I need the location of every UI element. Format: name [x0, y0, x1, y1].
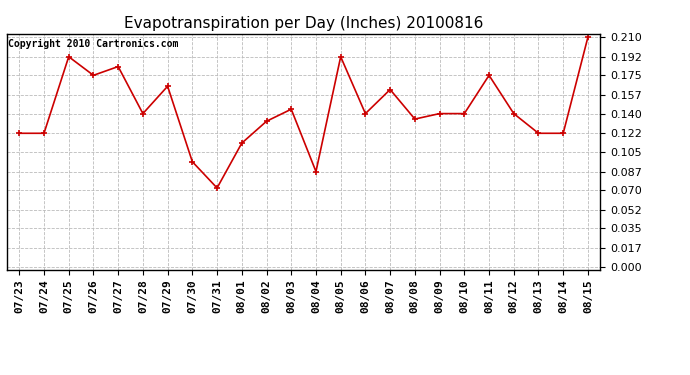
Title: Evapotranspiration per Day (Inches) 20100816: Evapotranspiration per Day (Inches) 2010…: [124, 16, 483, 31]
Text: Copyright 2010 Cartronics.com: Copyright 2010 Cartronics.com: [8, 39, 179, 48]
